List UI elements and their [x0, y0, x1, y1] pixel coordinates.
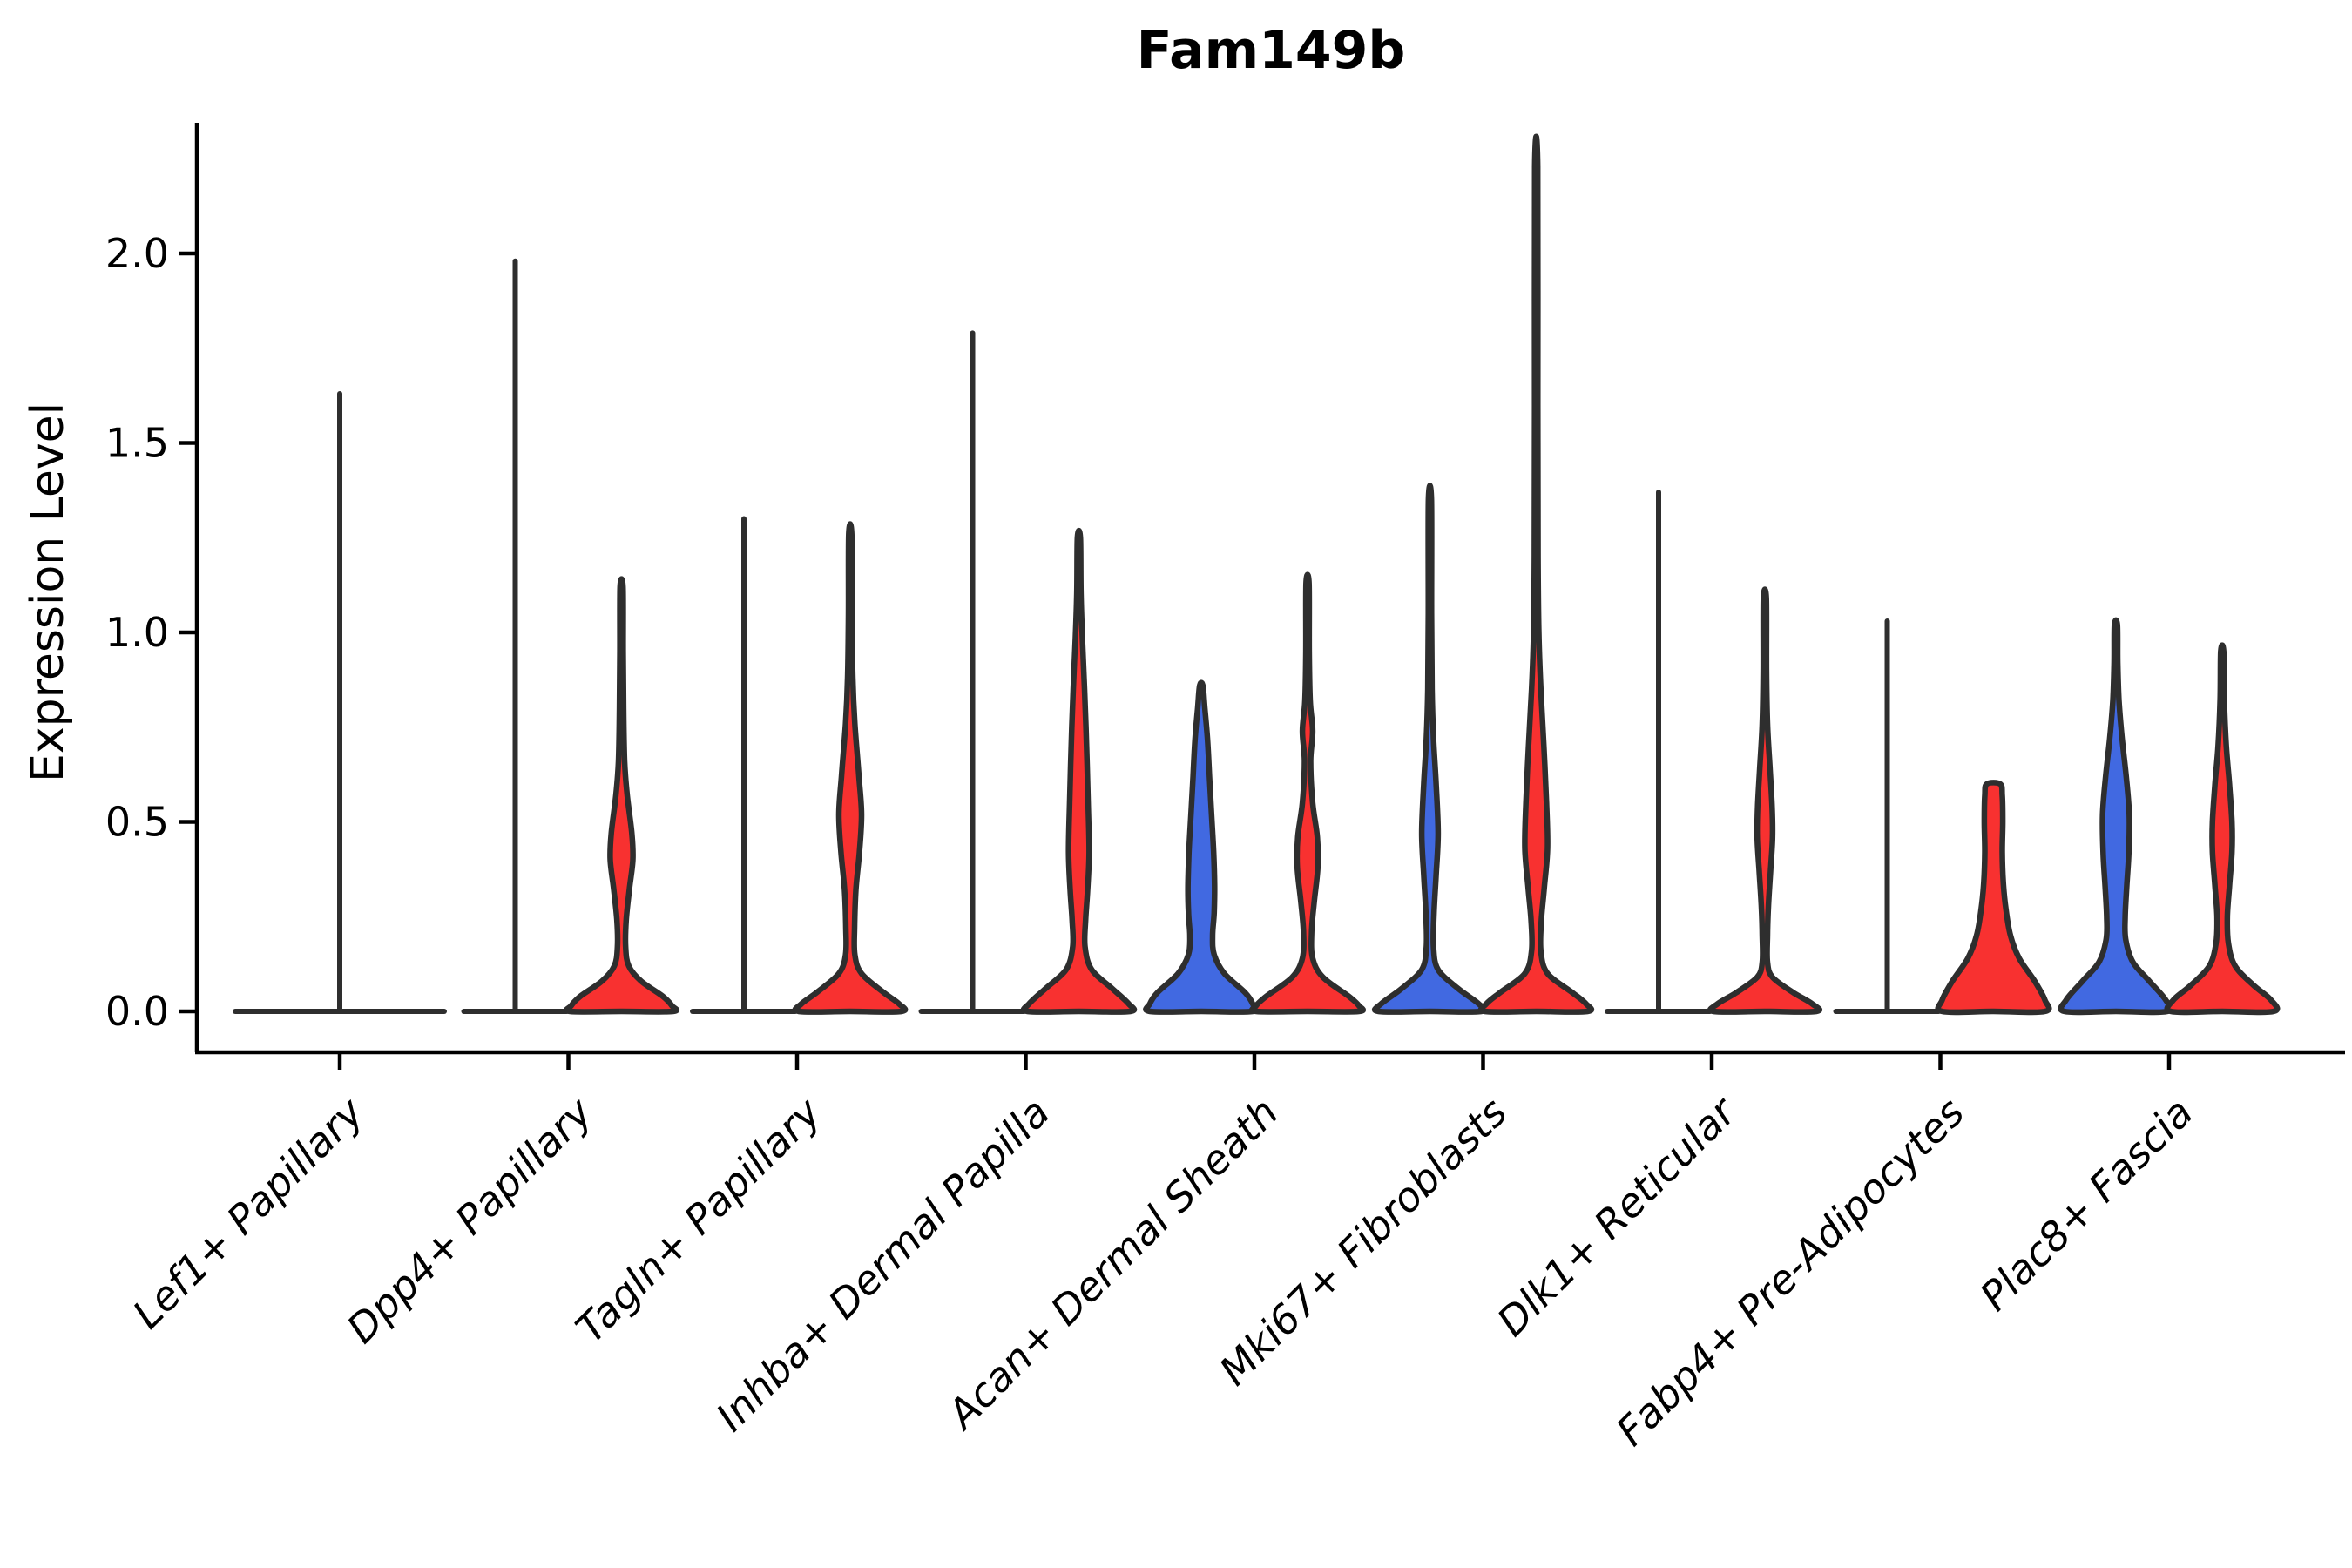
violin-3-right [1020, 527, 1138, 1015]
y-tick-label: 0.5 [105, 799, 169, 846]
violin-0-single [233, 390, 447, 1014]
violin-2-right [792, 521, 909, 1015]
y-ticks: 0.0 0.5 1.0 1.5 2.0 [105, 230, 197, 1035]
x-tick-label-1: Dpp4+ Papillary [338, 1088, 602, 1352]
violin-4-right [1248, 571, 1367, 1015]
violin-7-right [1935, 780, 2052, 1016]
violin-1-left [461, 258, 570, 1014]
violin-body [1143, 679, 1260, 1015]
violin-1-right [563, 576, 680, 1015]
violin-body [1477, 133, 1595, 1015]
violin-body [2164, 642, 2281, 1016]
violins-layer [233, 133, 2281, 1016]
y-tick-label: 2.0 [105, 230, 169, 277]
chart-title: Fam149b [1137, 20, 1406, 81]
violin-6-right [1707, 586, 1822, 1015]
y-axis-label: Expression Level [22, 402, 74, 782]
violin-body [2058, 617, 2174, 1016]
violin-8-left [2058, 617, 2174, 1016]
y-tick-label: 1.5 [105, 420, 169, 467]
violin-body [1020, 527, 1138, 1015]
violin-body [792, 521, 909, 1015]
violin-body [563, 576, 680, 1015]
violin-body [1248, 571, 1367, 1015]
violin-body [1935, 780, 2052, 1016]
violin-body [1707, 586, 1822, 1015]
axes-layer [194, 123, 2345, 1055]
x-tick-label-2: Tagln+ Papillary [566, 1088, 830, 1352]
y-tick-label: 0.0 [105, 988, 169, 1035]
violin-5-left [1371, 483, 1489, 1015]
violin-7-left [1833, 618, 1942, 1014]
violin-3-left [918, 330, 1027, 1014]
x-tick-label-8: Plac8+ Fascia [1970, 1089, 2201, 1320]
y-tick-label: 1.0 [105, 609, 169, 656]
violin-2-left [690, 516, 798, 1014]
violin-4-left [1143, 679, 1260, 1015]
x-tick-label-6: Dlk1+ Reticular [1488, 1086, 1747, 1345]
violin-6-left [1605, 490, 1713, 1014]
violin-5-right [1477, 133, 1595, 1015]
x-tick-label-0: Lef1+ Papillary [124, 1088, 373, 1337]
violin-body [1371, 483, 1489, 1015]
violin-8-right [2164, 642, 2281, 1016]
